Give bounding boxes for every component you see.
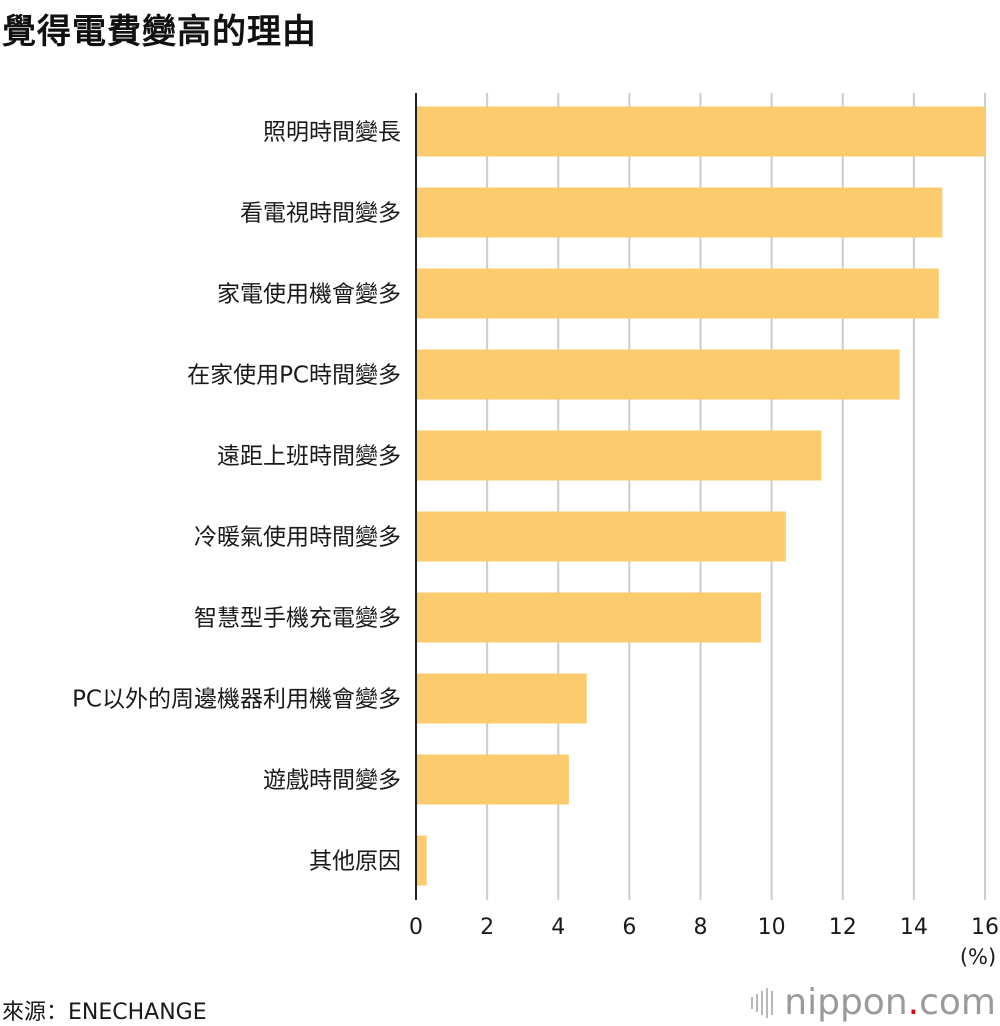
x-tick-label: 6 bbox=[622, 915, 636, 940]
logo-tld: com bbox=[919, 982, 996, 1023]
bar bbox=[416, 835, 427, 886]
bar bbox=[416, 187, 943, 238]
x-tick-label: 14 bbox=[900, 915, 928, 940]
bar bbox=[416, 106, 985, 157]
source-note: 來源：ENECHANGE bbox=[2, 1000, 207, 1025]
bar-chart: 照明時間變長看電視時間變多家電使用機會變多在家使用PC時間變多遠距上班時間變多冷… bbox=[72, 93, 999, 969]
category-label: 智慧型手機充電變多 bbox=[194, 606, 401, 632]
category-label: 家電使用機會變多 bbox=[217, 282, 401, 308]
category-label: 遊戲時間變多 bbox=[263, 768, 401, 794]
bar bbox=[416, 673, 587, 724]
x-axis-unit: (%) bbox=[960, 945, 996, 969]
category-label: 遠距上班時間變多 bbox=[217, 444, 401, 470]
category-label: 看電視時間變多 bbox=[240, 201, 401, 227]
logo-bars-icon bbox=[751, 987, 776, 1018]
x-tick-label: 4 bbox=[551, 915, 565, 940]
category-label: 照明時間變長 bbox=[263, 120, 401, 146]
x-tick-label: 12 bbox=[829, 915, 857, 940]
category-label: 其他原因 bbox=[309, 849, 401, 875]
bars bbox=[416, 106, 985, 886]
logo-dot: . bbox=[907, 982, 920, 1023]
x-tick-label: 16 bbox=[971, 915, 999, 940]
category-label: PC以外的周邊機器利用機會變多 bbox=[72, 687, 401, 713]
nippon-logo: nippon. com bbox=[751, 982, 996, 1023]
x-tick-label: 8 bbox=[694, 915, 708, 940]
x-tick-label: 2 bbox=[480, 915, 494, 940]
category-labels: 照明時間變長看電視時間變多家電使用機會變多在家使用PC時間變多遠距上班時間變多冷… bbox=[72, 120, 401, 875]
bar bbox=[416, 592, 761, 643]
bar bbox=[416, 511, 786, 562]
category-label: 在家使用PC時間變多 bbox=[187, 363, 401, 389]
bar bbox=[416, 268, 939, 319]
logo-name: nippon bbox=[784, 982, 908, 1023]
bar bbox=[416, 430, 822, 481]
bar bbox=[416, 754, 569, 805]
chart-title: 覺得電費變高的理由 bbox=[2, 12, 317, 52]
x-axis-ticks: 0 2 4 6 8 10 12 14 16 bbox=[409, 915, 999, 940]
x-tick-label: 10 bbox=[758, 915, 786, 940]
bar bbox=[416, 349, 900, 400]
x-tick-label: 0 bbox=[409, 915, 423, 940]
category-label: 冷暖氣使用時間變多 bbox=[194, 525, 401, 551]
